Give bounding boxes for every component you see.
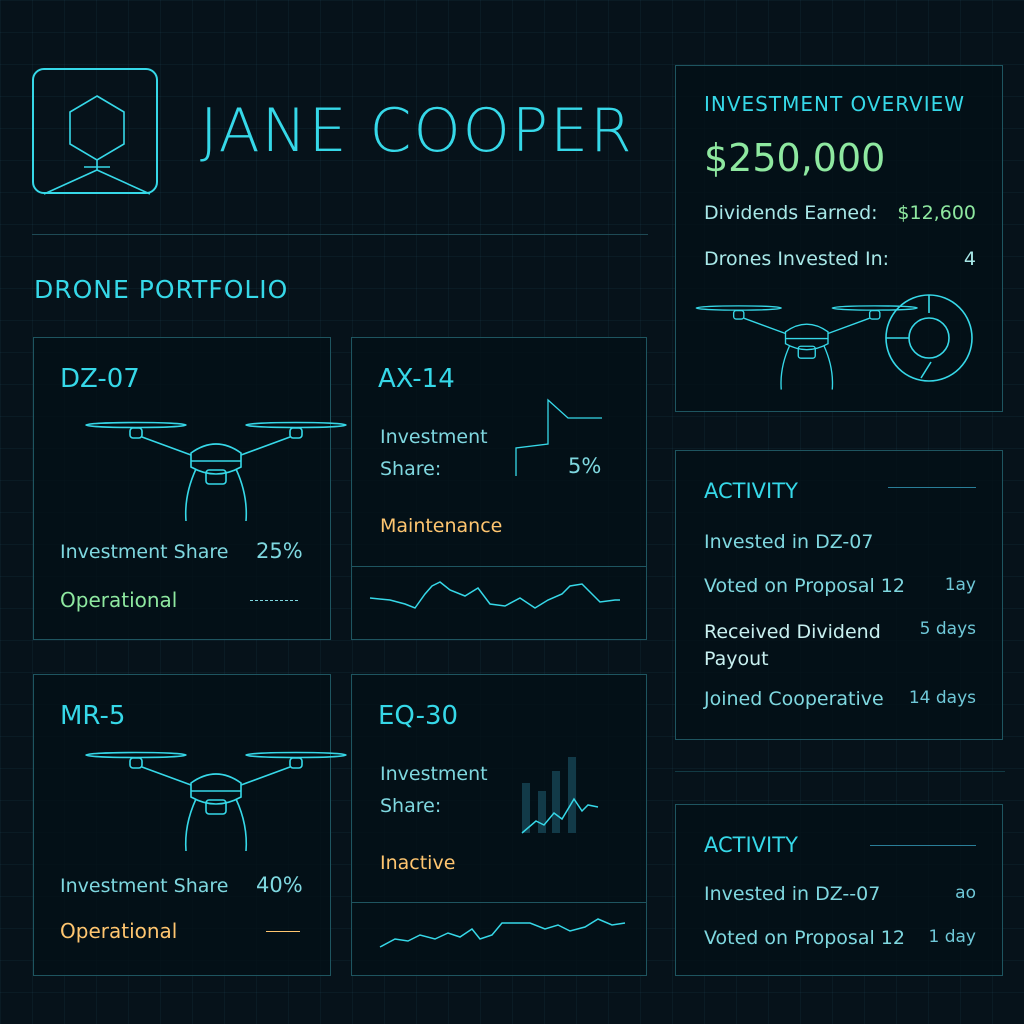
activity-title: ACTIVITY: [704, 833, 798, 857]
share-label: Investment: [380, 763, 488, 785]
drone-id: MR-5: [60, 701, 126, 731]
status-badge: Operational: [60, 588, 178, 612]
divider: [352, 566, 646, 567]
activity-item[interactable]: Invested in DZ--07 ao: [704, 883, 976, 905]
header-divider: [32, 234, 648, 235]
drones-value: 4: [963, 248, 976, 270]
drone-id: AX-14: [378, 364, 455, 394]
total-investment: $250,000: [704, 136, 886, 180]
share-label: Investment: [380, 426, 488, 448]
activity-time: ao: [955, 883, 976, 903]
share-value: 25%: [256, 539, 303, 563]
activity-text: Joined Cooperative: [704, 688, 884, 710]
sparkline: [369, 581, 620, 609]
investment-overview-panel: INVESTMENT OVERVIEW $250,000 Dividends E…: [675, 65, 1003, 412]
status-line: [266, 931, 300, 932]
activity-time: 1 day: [928, 927, 977, 947]
share-value: 40%: [256, 873, 303, 897]
activity-panel-2: ACTIVITY Invested in DZ--07 ao Voted on P…: [675, 804, 1003, 976]
title-line: [888, 487, 976, 488]
dividends-label: Dividends Earned:: [704, 202, 878, 224]
drone-icon: [85, 421, 347, 522]
activity-time: 14 days: [908, 688, 976, 708]
drone-card-eq30[interactable]: EQ-30 Investment Share: Inactive: [351, 674, 647, 976]
activity-text: Invested in DZ--07: [704, 883, 881, 905]
drone-icon: [85, 751, 347, 852]
activity-panel: ACTIVITY Invested in DZ-07 Voted on Prop…: [675, 450, 1003, 740]
activity-text: Invested in DZ-07: [704, 531, 874, 553]
status-badge: Operational: [60, 919, 178, 943]
donut-chart-icon: [885, 294, 973, 382]
activity-item[interactable]: Joined Cooperative 14 days: [704, 688, 976, 710]
portfolio-title: DRONE PORTFOLIO: [34, 275, 289, 304]
drone-card-dz07[interactable]: DZ-07 Investment Share 25% Operational: [33, 337, 347, 640]
activity-text: Voted on Proposal 12: [704, 927, 905, 949]
title-line: [870, 845, 976, 846]
drones-label: Drones Invested In:: [704, 248, 890, 270]
status-badge: Inactive: [380, 852, 456, 874]
share-label: Share:: [380, 458, 442, 480]
status-line: [250, 600, 298, 601]
status-badge: Maintenance: [380, 515, 503, 537]
sparkline: [379, 918, 626, 948]
profile-name: JANE COOPER: [200, 96, 634, 166]
avatar: [32, 68, 158, 195]
bar-chart-icon: [521, 757, 599, 834]
share-label: Share:: [380, 795, 442, 817]
share-label: Investment Share: [60, 541, 229, 563]
dividends-value: $12,600: [897, 202, 976, 224]
share-chart-icon: [515, 398, 602, 476]
drone-id: EQ-30: [378, 701, 459, 731]
activity-item[interactable]: Invested in DZ-07: [704, 531, 976, 553]
share-label: Investment Share: [60, 875, 229, 897]
drone-card-mr5[interactable]: MR-5 Investment Share 40% Operational: [33, 674, 347, 976]
activity-time: 5 days: [919, 619, 976, 639]
activity-item[interactable]: Received Dividend Payout 5 days: [704, 619, 976, 673]
divider: [675, 771, 1005, 772]
activity-text: Voted on Proposal 12: [704, 575, 905, 597]
activity-title: ACTIVITY: [704, 479, 798, 503]
activity-text: Received Dividend Payout: [704, 621, 881, 670]
overview-title: INVESTMENT OVERVIEW: [704, 92, 966, 116]
drone-card-ax14[interactable]: AX-14 Investment Share: 5% Maintenance: [351, 337, 647, 640]
drone-id: DZ-07: [60, 364, 140, 394]
share-value: 5%: [568, 454, 602, 478]
activity-item[interactable]: Voted on Proposal 12 1ay: [704, 575, 976, 597]
divider: [352, 902, 646, 903]
drone-icon: [695, 305, 918, 391]
activity-item[interactable]: Voted on Proposal 12 1 day: [704, 927, 976, 949]
activity-time: 1ay: [944, 575, 976, 595]
hexagon-avatar-icon: [43, 95, 151, 195]
